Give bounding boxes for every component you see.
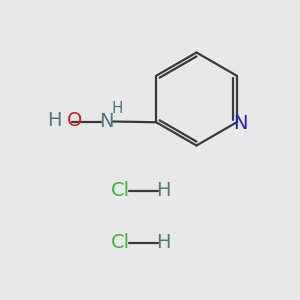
Text: H: H [111, 101, 123, 116]
Text: Cl: Cl [110, 233, 130, 253]
Text: H: H [156, 181, 171, 200]
Text: Cl: Cl [110, 181, 130, 200]
Text: N: N [233, 114, 248, 133]
Text: H: H [156, 233, 171, 253]
Text: O: O [67, 111, 82, 130]
Text: N: N [99, 112, 114, 131]
Text: H: H [47, 111, 62, 130]
